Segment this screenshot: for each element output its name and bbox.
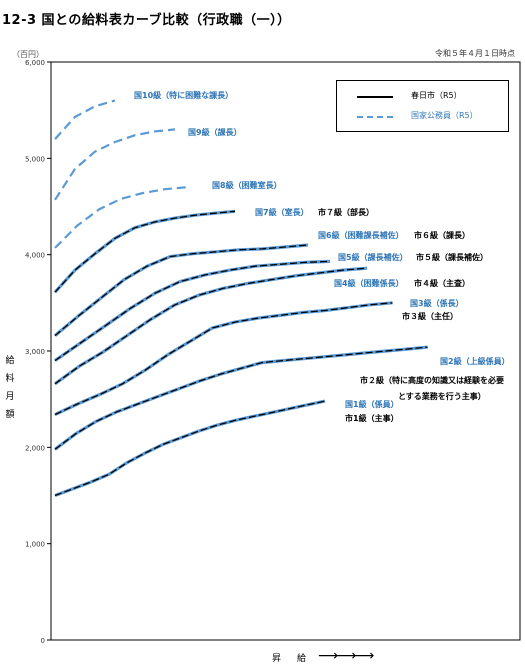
series-label: とする業務を行う主事）	[398, 391, 486, 401]
y-tick-label: 1,000	[25, 541, 45, 549]
y-tick-label: 0	[41, 637, 45, 645]
y-tick-label: 3,000	[25, 348, 45, 356]
x-axis-title-text: 昇給	[272, 654, 323, 664]
series-label: 国7級（室長）	[255, 207, 309, 217]
series-line-city	[54, 400, 326, 497]
series-label: 市２級（特に高度の知識又は経験を必要	[360, 375, 504, 385]
y-tick-label: 6,000	[25, 59, 45, 67]
date-label: 令和５年４月１日時点	[435, 49, 515, 58]
series-label: 国1級（係員）	[345, 399, 399, 409]
series-line-city	[54, 267, 368, 385]
y-axis-title-char: 給	[5, 356, 15, 366]
legend-swatch-dashed	[357, 116, 393, 118]
legend-swatch-solid	[357, 96, 393, 98]
series-label: 市７級（部長）	[318, 207, 374, 217]
series-line-national	[54, 301, 393, 417]
series-line-city	[54, 210, 236, 293]
legend-item-national: 国家公務員（R5）	[337, 109, 508, 125]
y-axis-title-char: 月	[5, 392, 15, 402]
series-line-national	[54, 399, 326, 497]
series-label: 国3級（係長）	[410, 298, 464, 308]
series-line-city	[54, 260, 331, 362]
series-line-national	[54, 266, 368, 386]
y-tick-label: 4,000	[25, 252, 45, 260]
legend-label-national: 国家公務員（R5）	[411, 111, 478, 120]
series-line-city	[54, 346, 428, 450]
series-label: 市６級（課長）	[414, 230, 470, 240]
series-label: 市４級（主査）	[414, 278, 470, 288]
plot-frame	[50, 61, 521, 641]
x-axis-arrow: ⟶⟶⟶	[318, 648, 374, 664]
series-label: 国9級（課長）	[188, 127, 242, 137]
y-axis-title: 給 料 月 額	[5, 352, 15, 424]
chart-legend: 春日市（R5） 国家公務員（R5）	[336, 80, 509, 132]
series-line-national	[54, 345, 428, 451]
series-line-city	[54, 244, 309, 337]
page-title: 12-3 国との給料表カーブ比較（行政職（一））	[2, 13, 291, 28]
series-label: 国4級（困難係長）	[334, 278, 404, 288]
series-label: 国6級（困難課長補佐）	[318, 230, 404, 240]
y-axis-title-char: 料	[5, 374, 15, 384]
series-line-city	[54, 302, 393, 416]
series-label: 国8級（困難室長）	[212, 180, 282, 190]
legend-label-city: 春日市（R5）	[411, 91, 462, 100]
series-line-national	[54, 186, 188, 249]
series-label: 国10級（特に困難な課長）	[134, 90, 233, 100]
series-line-national	[54, 99, 116, 140]
y-axis-title-char: 額	[5, 410, 15, 420]
series-line-national	[53, 243, 309, 337]
series-line-national	[54, 128, 176, 201]
series-label: 市５級（課長補佐）	[416, 252, 488, 262]
series-label: 国5級（課長補佐）	[338, 252, 408, 262]
series-label: 市３級（主任）	[402, 311, 458, 321]
series-label: 市1級（主事）	[345, 413, 399, 423]
y-unit-label: （百円）	[12, 50, 44, 59]
y-tick-label: 2,000	[25, 444, 45, 452]
x-axis-title: 昇給	[272, 651, 322, 664]
legend-item-city: 春日市（R5）	[337, 89, 508, 105]
series-label: 国2級（上級係員）	[440, 356, 510, 366]
y-tick-label: 5,000	[25, 155, 45, 163]
